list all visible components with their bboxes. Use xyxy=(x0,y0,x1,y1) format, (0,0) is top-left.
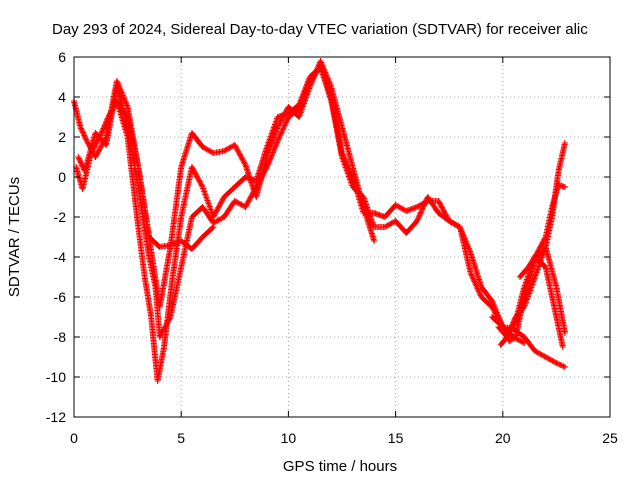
x-tick-label: 0 xyxy=(70,430,78,446)
axis-ticks xyxy=(73,56,611,418)
y-tick-label: -2 xyxy=(54,209,67,225)
y-tick-label: -6 xyxy=(54,289,67,305)
y-tick-label: -4 xyxy=(54,249,67,265)
series-3-markers xyxy=(73,64,568,384)
series-4 xyxy=(113,98,217,252)
y-axis-label: SDTVAR / TECUs xyxy=(6,177,23,297)
series-8-markers xyxy=(516,182,568,280)
y-tick-labels: -12 -10 -8 -6 -4 -2 0 2 4 6 xyxy=(46,49,66,425)
grid-lines xyxy=(74,57,610,417)
y-tick-label: -12 xyxy=(46,409,66,425)
x-tick-label: 10 xyxy=(281,430,297,446)
series-3 xyxy=(73,64,568,384)
chart-title: Day 293 of 2024, Sidereal Day-to-day VTE… xyxy=(52,21,588,38)
plot-frame xyxy=(73,56,611,418)
x-axis-label: GPS time / hours xyxy=(283,458,397,475)
x-tick-label: 15 xyxy=(388,430,404,446)
y-tick-label: 4 xyxy=(58,89,66,105)
y-tick-label: 6 xyxy=(58,49,66,65)
y-tick-label: 2 xyxy=(58,129,66,145)
series-2-markers xyxy=(75,64,528,346)
x-tick-labels: 0 5 10 15 20 25 xyxy=(70,430,618,446)
x-tick-label: 5 xyxy=(177,430,185,446)
x-tick-label: 25 xyxy=(602,430,618,446)
series-8 xyxy=(516,182,568,280)
y-tick-label: -8 xyxy=(54,329,67,345)
y-tick-label: -10 xyxy=(46,369,66,385)
data-marks xyxy=(71,58,568,384)
series-4-markers xyxy=(113,98,217,252)
x-tick-label: 20 xyxy=(495,430,511,446)
series-2 xyxy=(75,64,528,346)
y-tick-label: 0 xyxy=(58,169,66,185)
